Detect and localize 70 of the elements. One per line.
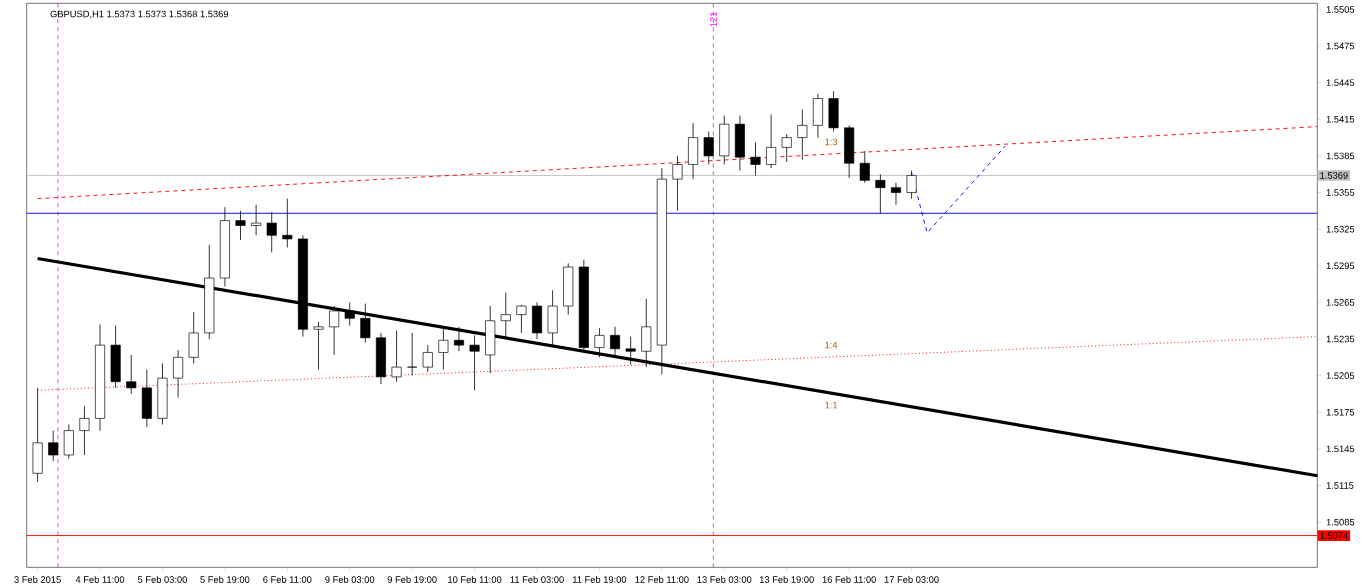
candlestick (79, 405, 90, 456)
candlestick (407, 332, 418, 376)
candlestick (438, 326, 449, 370)
x-tick-label: 6 Feb 11:00 (263, 575, 312, 583)
candlestick (266, 211, 277, 253)
annotation: 1:1 (825, 401, 838, 409)
annotation: 121 (710, 11, 717, 27)
candlestick (750, 141, 761, 176)
y-tick-label: 1.5175 (1326, 408, 1355, 416)
candlestick (859, 150, 870, 184)
candlestick (360, 303, 371, 343)
candlestick (625, 336, 636, 365)
ref-line-label: 1.5074 (1320, 532, 1348, 539)
candlestick (781, 133, 792, 163)
y-tick-label: 1.5355 (1326, 189, 1355, 196)
candlestick (766, 113, 777, 169)
x-tick-label: 11 Feb 03:00 (510, 575, 564, 583)
y-tick-label: 1.5235 (1326, 335, 1355, 343)
x-tick-label: 4 Feb 11:00 (75, 575, 125, 583)
candlestick (703, 130, 714, 165)
y-tick-label: 1.5205 (1326, 372, 1355, 379)
candlestick (516, 304, 527, 334)
y-tick-label: 1.5445 (1326, 79, 1355, 86)
x-tick-label: 5 Feb 03:00 (137, 575, 187, 583)
candlestick (391, 329, 402, 383)
candlestick (797, 108, 808, 160)
candlestick (469, 334, 480, 391)
candlestick (173, 349, 184, 398)
y-tick-label: 1.5085 (1326, 518, 1355, 526)
x-tick-label: 9 Feb 03:00 (325, 575, 375, 583)
candlestick (313, 321, 324, 370)
y-tick-label: 1.5415 (1326, 115, 1355, 123)
y-tick-label: 1.5115 (1326, 482, 1354, 489)
candlestick (329, 305, 340, 356)
candlestick (500, 292, 511, 340)
y-tick-label: 1.5295 (1326, 262, 1355, 269)
candlestick (875, 173, 886, 214)
y-tick-label: 1.5385 (1326, 152, 1355, 160)
y-tick-label: 1.5145 (1326, 445, 1355, 452)
candlestick (594, 327, 605, 358)
y-tick-label: 1.5265 (1326, 298, 1355, 306)
annotation: 1:3 (825, 138, 838, 146)
candlestick (906, 170, 917, 199)
candlestick (672, 155, 683, 212)
ref-line-label: 1.5369 (1320, 172, 1348, 179)
candlestick (890, 182, 901, 205)
y-tick-label: 1.5475 (1326, 42, 1355, 50)
candlestick (251, 204, 262, 236)
candlestick (126, 354, 137, 395)
x-tick-label: 5 Feb 19:00 (200, 575, 250, 583)
candlestick (235, 210, 246, 241)
x-tick-label: 17 Feb 03:00 (884, 575, 939, 583)
y-tick-label: 1.5505 (1326, 5, 1355, 13)
text: GBPUSD,H1 1.5373 1.5373 1.5368 1.5369 (50, 10, 229, 19)
x-tick-label: 13 Feb 03:00 (697, 575, 752, 583)
x-tick-label: 11 Feb 19:00 (573, 575, 627, 583)
x-tick-label: 16 Feb 11:00 (822, 575, 876, 583)
y-tick-label: 1.5325 (1326, 225, 1355, 233)
candlestick (453, 326, 465, 352)
candlestick (422, 344, 433, 373)
candlestick (282, 198, 293, 248)
candlestick (48, 430, 59, 462)
x-tick-label: 9 Feb 19:00 (387, 575, 437, 583)
x-tick-label: 3 Feb 2015 (14, 575, 61, 583)
x-tick-label: 10 Feb 11:00 (448, 575, 502, 583)
x-tick-label: 13 Feb 19:00 (759, 575, 814, 583)
annotation: 1:4 (825, 341, 838, 349)
candlestick (610, 326, 621, 356)
x-tick-label: 12 Feb 11:00 (635, 575, 689, 583)
candlestick (344, 301, 355, 326)
